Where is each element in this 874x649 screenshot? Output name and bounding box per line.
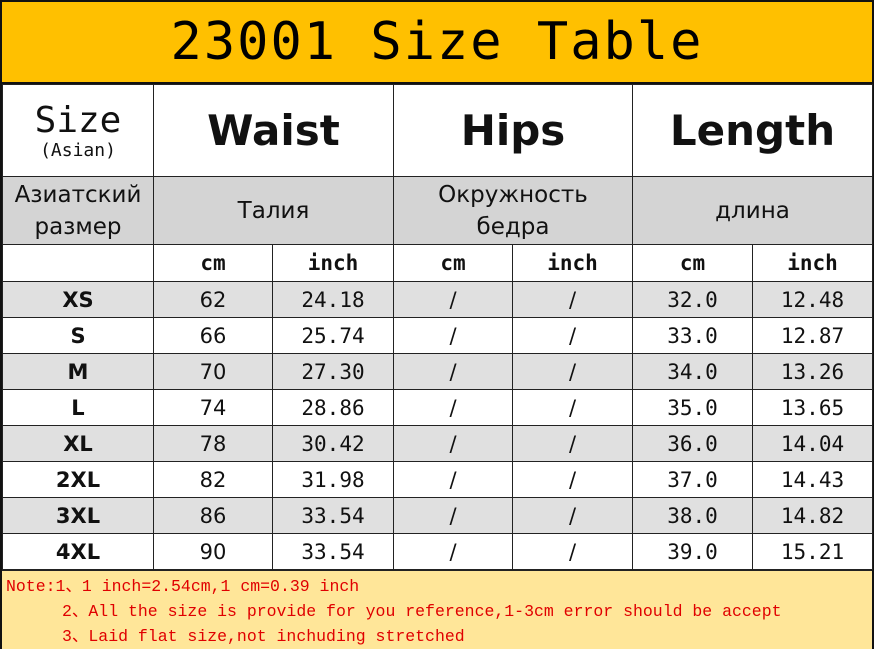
cell-waist-in: 30.42: [272, 425, 394, 462]
cell-len-in: 12.48: [751, 281, 874, 318]
unit-inch: inch: [272, 244, 394, 282]
cell-len-in: 12.87: [751, 317, 874, 354]
cell-size: 2XL: [2, 461, 154, 498]
header-length: Length: [631, 84, 874, 177]
units-row: cm inch cm inch cm inch: [2, 244, 874, 282]
size-table: Size (Asian) Waist Hips Length Азиатский р…: [2, 84, 874, 570]
cell-len-cm: 37.0: [632, 461, 753, 498]
cell-size: XL: [2, 425, 154, 462]
cell-len-in: 14.04: [751, 425, 874, 462]
header-ru-hips: Окружность бедра: [393, 176, 633, 245]
cell-waist-in: 25.74: [272, 317, 394, 354]
cell-len-in: 14.43: [751, 461, 874, 498]
header-ru-size: Азиатский размер: [2, 176, 154, 245]
cell-hips-cm: /: [393, 389, 513, 426]
cell-hips-in: /: [512, 461, 633, 498]
cell-size: XS: [2, 281, 154, 318]
cell-len-cm: 38.0: [632, 497, 753, 534]
table-row: XS 62 24.18//32.0 12.48: [2, 281, 874, 318]
cell-size: S: [2, 317, 154, 354]
cell-hips-in: /: [512, 533, 633, 570]
cell-size: M: [2, 353, 154, 390]
unit-cm: cm: [393, 244, 513, 282]
unit-cm: cm: [153, 244, 273, 282]
cell-len-in: 15.21: [751, 533, 874, 570]
cell-size: L: [2, 389, 154, 426]
header-hips: Hips: [393, 84, 633, 177]
table-row: L 74 28.86//35.0 13.65: [2, 389, 874, 426]
header-ru-size-2: размер: [34, 213, 122, 240]
note-3: 3、Laid flat size,not inchuding stretched: [62, 627, 465, 646]
cell-hips-cm: /: [393, 317, 513, 354]
unit-cm: cm: [632, 244, 753, 282]
cell-waist-cm: 70: [153, 353, 273, 390]
unit-inch: inch: [751, 244, 874, 282]
unit-inch: inch: [512, 244, 633, 282]
header-ru-hips-1: Окружность: [438, 181, 588, 208]
cell-waist-cm: 66: [153, 317, 273, 354]
unit-blank: [2, 244, 154, 282]
cell-waist-cm: 90: [153, 533, 273, 570]
cell-hips-cm: /: [393, 497, 513, 534]
header-ru-length: длина: [631, 176, 874, 245]
cell-waist-in: 28.86: [272, 389, 394, 426]
cell-waist-in: 31.98: [272, 461, 394, 498]
table-title: 23001 Size Table: [2, 2, 872, 84]
cell-waist-in: 33.54: [272, 497, 394, 534]
cell-len-cm: 35.0: [632, 389, 753, 426]
note-1: Note:1、1 inch=2.54cm,1 cm=0.39 inch: [6, 577, 360, 596]
header-waist: Waist: [153, 84, 394, 177]
cell-len-in: 14.82: [751, 497, 874, 534]
cell-len-cm: 39.0: [632, 533, 753, 570]
cell-hips-in: /: [512, 281, 633, 318]
cell-waist-cm: 62: [153, 281, 273, 318]
cell-hips-cm: /: [393, 353, 513, 390]
cell-hips-cm: /: [393, 281, 513, 318]
cell-waist-in: 27.30: [272, 353, 394, 390]
cell-waist-cm: 74: [153, 389, 273, 426]
cell-len-in: 13.65: [751, 389, 874, 426]
header-size: Size (Asian): [2, 84, 154, 177]
header-size-label: Size: [34, 99, 122, 141]
cell-waist-cm: 82: [153, 461, 273, 498]
header-ru-waist: Талия: [153, 176, 394, 245]
cell-hips-cm: /: [393, 461, 513, 498]
cell-len-cm: 33.0: [632, 317, 753, 354]
table-row: 3XL 86 33.54//38.0 14.82: [2, 497, 874, 534]
header-ru-size-1: Азиатский: [14, 181, 142, 208]
cell-len-in: 13.26: [751, 353, 874, 390]
cell-hips-in: /: [512, 353, 633, 390]
note-2: 2、All the size is provide for you refere…: [62, 602, 782, 621]
cell-hips-in: /: [512, 317, 633, 354]
table-row: 2XL 82 31.98//37.0 14.43: [2, 461, 874, 498]
table-row: S 66 25.74//33.0 12.87: [2, 317, 874, 354]
cell-len-cm: 34.0: [632, 353, 753, 390]
cell-waist-in: 24.18: [272, 281, 394, 318]
cell-hips-cm: /: [393, 425, 513, 462]
cell-waist-cm: 86: [153, 497, 273, 534]
cell-waist-in: 33.54: [272, 533, 394, 570]
cell-hips-in: /: [512, 389, 633, 426]
cell-size: 4XL: [2, 533, 154, 570]
cell-waist-cm: 78: [153, 425, 273, 462]
table-row: M 70 27.30//34.0 13.26: [2, 353, 874, 390]
cell-hips-in: /: [512, 425, 633, 462]
header-ru-hips-2: бедра: [476, 213, 550, 240]
cell-len-cm: 36.0: [632, 425, 753, 462]
cell-hips-in: /: [512, 497, 633, 534]
cell-len-cm: 32.0: [632, 281, 753, 318]
notes: Note:1、1 inch=2.54cm,1 cm=0.39 inch 2、Al…: [2, 570, 872, 649]
table-row: XL 78 30.42//36.0 14.04: [2, 425, 874, 462]
table-row: 4XL 90 33.54//39.0 15.21: [2, 533, 874, 570]
cell-hips-cm: /: [393, 533, 513, 570]
header-size-sub: (Asian): [40, 139, 116, 161]
cell-size: 3XL: [2, 497, 154, 534]
